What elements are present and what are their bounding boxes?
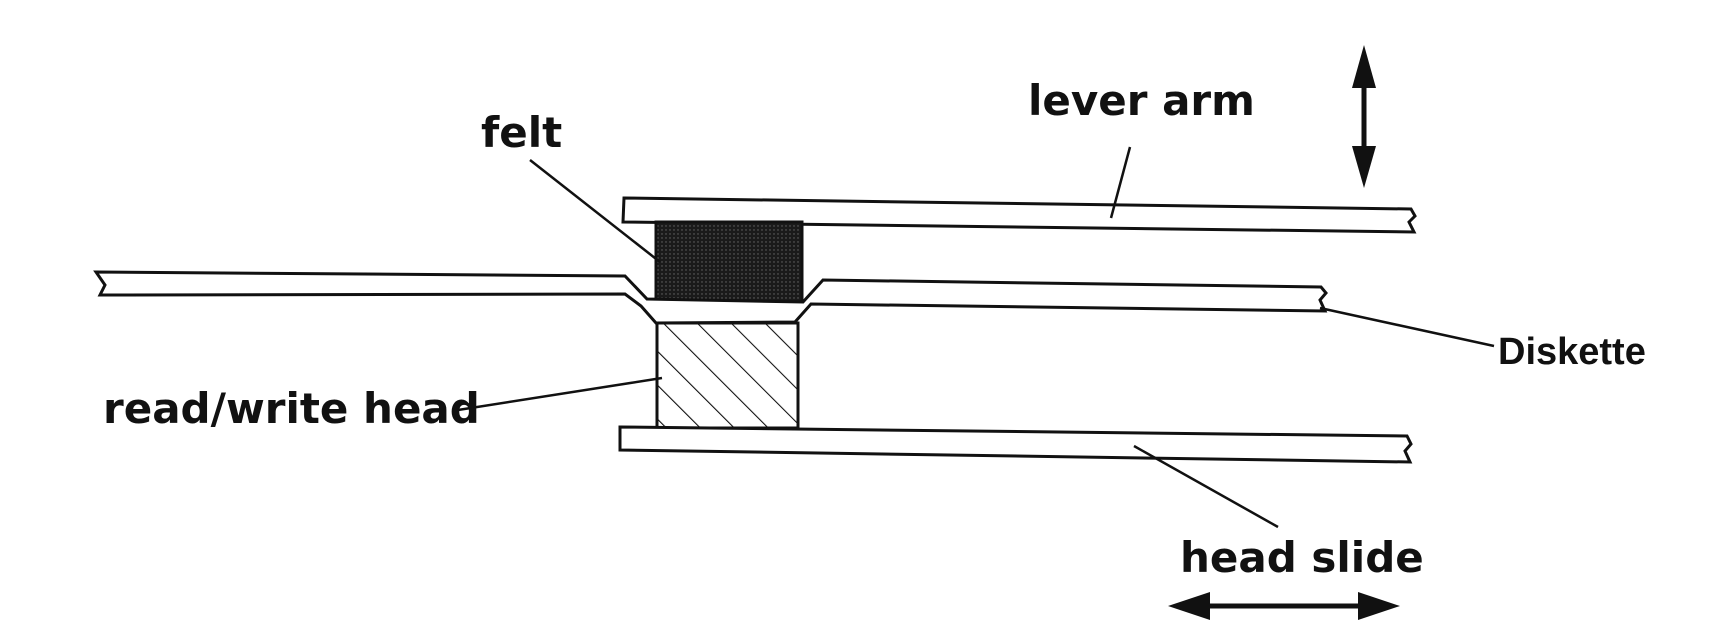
leader-read-write-head (457, 376, 663, 412)
horizontal-motion-arrow-icon (1168, 592, 1400, 620)
head-slide-plate (618, 425, 1413, 464)
leader-felt (529, 159, 661, 263)
leader-lever-arm (1109, 146, 1132, 219)
leader-diskette (1319, 306, 1495, 348)
label-diskette: Diskette (1498, 331, 1646, 373)
lever-arm-plate (621, 196, 1417, 234)
label-felt: felt (481, 108, 562, 157)
vertical-motion-arrow-icon (1352, 45, 1376, 188)
diskette-plate (93, 270, 1328, 325)
label-lever-arm: lever arm (1028, 76, 1255, 125)
label-read-write-head: read/write head (103, 384, 480, 433)
felt-pad (654, 220, 804, 308)
leader-head-slide (1133, 444, 1279, 529)
label-head-slide: head slide (1180, 533, 1424, 582)
read-write-head-block (655, 321, 800, 430)
